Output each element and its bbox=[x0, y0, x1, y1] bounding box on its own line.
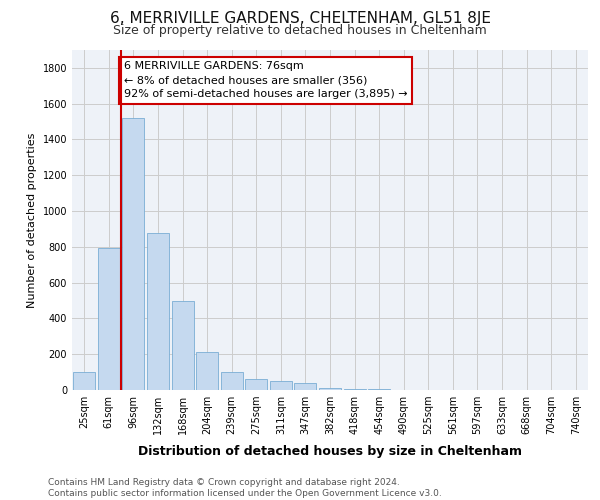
Y-axis label: Number of detached properties: Number of detached properties bbox=[27, 132, 37, 308]
X-axis label: Distribution of detached houses by size in Cheltenham: Distribution of detached houses by size … bbox=[138, 446, 522, 458]
Bar bbox=[122, 118, 145, 390]
Text: 6, MERRIVILLE GARDENS, CHELTENHAM, GL51 8JE: 6, MERRIVILLE GARDENS, CHELTENHAM, GL51 … bbox=[110, 12, 491, 26]
Bar bbox=[172, 300, 194, 390]
Bar bbox=[270, 381, 292, 390]
Bar bbox=[295, 383, 316, 390]
Text: Contains HM Land Registry data © Crown copyright and database right 2024.
Contai: Contains HM Land Registry data © Crown c… bbox=[48, 478, 442, 498]
Bar bbox=[196, 352, 218, 390]
Bar bbox=[73, 372, 95, 390]
Text: Size of property relative to detached houses in Cheltenham: Size of property relative to detached ho… bbox=[113, 24, 487, 37]
Bar bbox=[98, 248, 120, 390]
Bar bbox=[221, 372, 243, 390]
Bar bbox=[245, 380, 268, 390]
Bar bbox=[147, 232, 169, 390]
Bar bbox=[319, 388, 341, 390]
Text: 6 MERRIVILLE GARDENS: 76sqm
← 8% of detached houses are smaller (356)
92% of sem: 6 MERRIVILLE GARDENS: 76sqm ← 8% of deta… bbox=[124, 62, 407, 100]
Bar bbox=[344, 389, 365, 390]
